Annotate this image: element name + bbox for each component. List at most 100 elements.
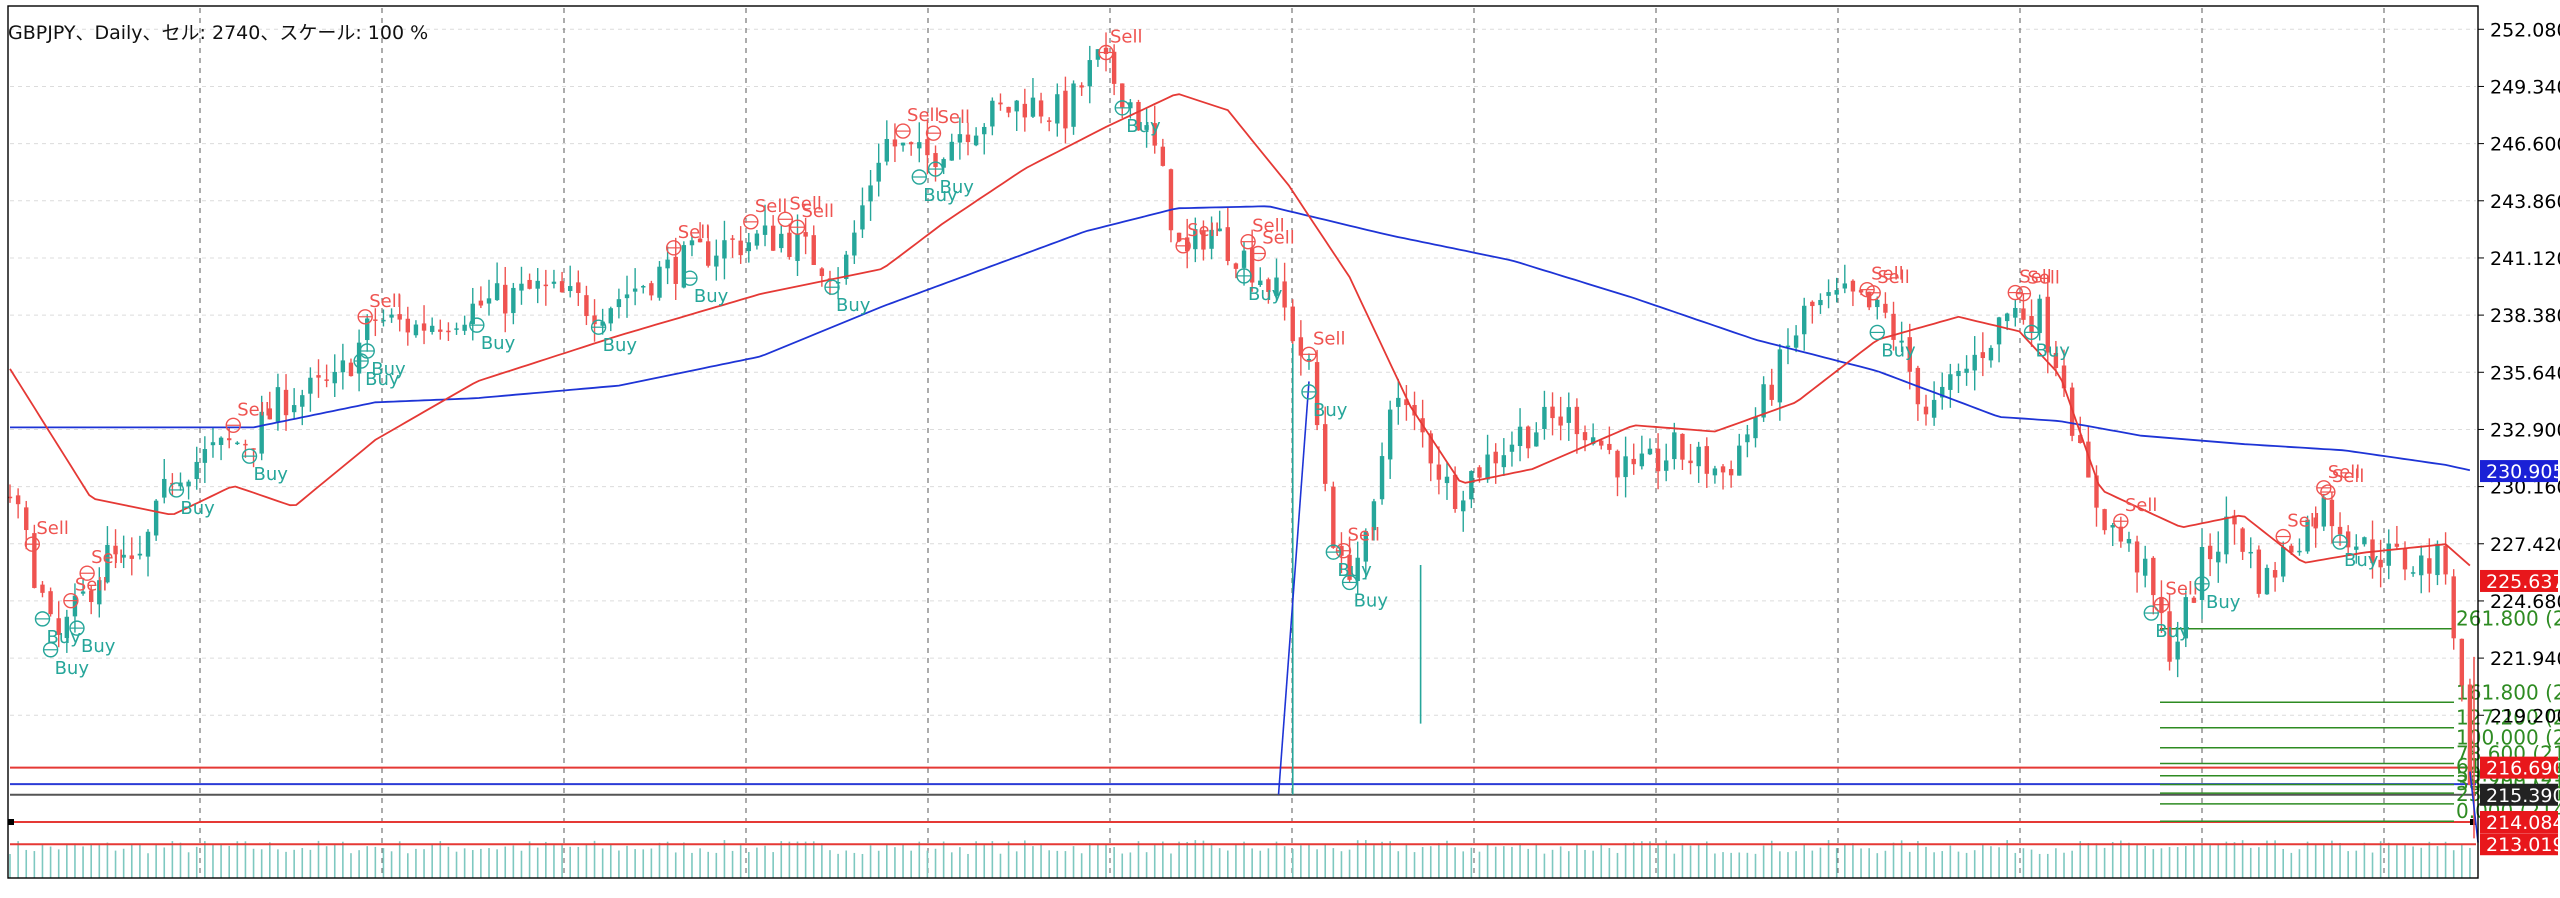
- horizontal-levels[interactable]: [8, 766, 2476, 846]
- candle-body: [2419, 555, 2424, 576]
- candle-body: [2248, 551, 2253, 554]
- candle-body: [1055, 94, 1060, 124]
- candle-body: [1826, 292, 1831, 296]
- candle-body: [2142, 558, 2148, 576]
- candle-body: [494, 283, 500, 301]
- candle-body: [1883, 303, 1888, 313]
- axis-tick-label: 243.860: [2490, 191, 2560, 213]
- candle-body: [900, 142, 906, 146]
- candle-body: [348, 362, 354, 377]
- sell-signal-label: Sell: [2027, 268, 2060, 289]
- candle-body: [1087, 60, 1092, 87]
- candle-body: [998, 102, 1003, 105]
- buy-signal-label: Buy: [55, 658, 90, 679]
- candle-body: [1793, 335, 1799, 348]
- candle-body: [941, 159, 946, 168]
- candle-body: [1298, 337, 1304, 356]
- candle-body: [1249, 247, 1255, 283]
- candle-body: [584, 295, 589, 317]
- candle-body: [2191, 597, 2197, 603]
- candle-body: [632, 288, 638, 292]
- candle-body: [2386, 543, 2391, 566]
- axis-tick-label: 232.900: [2490, 419, 2560, 441]
- candle-body: [1111, 51, 1117, 84]
- chart-frame: [7, 5, 2479, 879]
- candle-body: [1639, 453, 1645, 467]
- candle-body: [527, 279, 532, 289]
- candle-body: [844, 254, 849, 279]
- axis-tick-label: 252.080: [2490, 19, 2560, 41]
- candle-body: [121, 554, 126, 558]
- candle-body: [1258, 280, 1263, 286]
- candle-body: [811, 235, 816, 265]
- candle-body: [1225, 227, 1230, 262]
- candle-body: [97, 580, 102, 605]
- candle-body: [332, 371, 337, 384]
- price-badge: [2480, 460, 2558, 483]
- candle-body: [2313, 517, 2318, 529]
- sell-signal-label: Sell: [1187, 220, 1220, 241]
- candle-body: [762, 225, 768, 235]
- candle-body: [446, 330, 451, 333]
- candle-body: [2183, 597, 2188, 639]
- candle-body: [186, 481, 191, 487]
- candle-body: [1233, 263, 1239, 269]
- candle-body: [365, 318, 370, 341]
- candle-body: [389, 314, 394, 318]
- candle-body: [1866, 291, 1872, 308]
- candle-body: [1964, 368, 1969, 373]
- candle-body: [1331, 486, 1336, 548]
- candle-body: [1136, 101, 1141, 131]
- buy-signal-label: Buy: [2036, 340, 2071, 361]
- candle-body: [2118, 526, 2124, 542]
- candle-body: [1404, 399, 1409, 406]
- candle-body: [88, 590, 94, 603]
- price-badge-label: 214.084: [2486, 812, 2560, 834]
- candle-body: [1728, 468, 1734, 476]
- vertical-grid: [199, 8, 2385, 878]
- candle-body: [1582, 432, 1588, 441]
- sell-signal-label: Sell: [2019, 267, 2052, 288]
- candle-body: [1290, 306, 1295, 342]
- buy-signal-label: Buy: [940, 177, 975, 198]
- candle-body: [1477, 467, 1482, 478]
- candle-body: [24, 507, 29, 531]
- candle-body: [1323, 424, 1328, 484]
- candle-body: [470, 303, 475, 325]
- level-handle-right[interactable]: [2470, 819, 2476, 826]
- axis-tick-label: 230.160: [2490, 477, 2560, 499]
- candle-body: [2321, 497, 2327, 527]
- sell-signal-label: Sell: [755, 196, 788, 217]
- candle-body: [421, 323, 427, 331]
- candle-body: [1972, 354, 1977, 371]
- candle-body: [32, 533, 37, 588]
- candle-body: [1948, 374, 1953, 390]
- candle-body: [1663, 460, 1669, 471]
- buy-signal-label: Buy: [2344, 550, 2379, 571]
- price-axis[interactable]: 252.080 249.340 246.600 243.860 241.120 238.3…: [2478, 19, 2560, 727]
- candle-body: [1655, 448, 1661, 472]
- candle-body: [1850, 280, 1856, 292]
- candle-body: [1996, 317, 2002, 345]
- candle-body: [1412, 404, 1417, 416]
- sell-signal-label: Sell: [1871, 264, 1904, 285]
- candle-body: [2078, 435, 2083, 444]
- sell-signal-label: Sell: [2125, 495, 2158, 516]
- candle-body: [1436, 464, 1442, 480]
- candle-body: [324, 379, 329, 381]
- candle-body: [608, 308, 613, 324]
- candle-body: [730, 238, 735, 240]
- price-badge: [2480, 833, 2558, 856]
- candle-body: [2297, 550, 2302, 553]
- candle-body: [665, 259, 670, 269]
- candle-body: [738, 240, 743, 256]
- candle-body: [543, 284, 549, 287]
- buy-signal-label: Buy: [46, 627, 81, 648]
- candle-body: [2337, 526, 2343, 535]
- candle-body: [1574, 406, 1580, 435]
- level-handle-left[interactable]: [8, 819, 14, 826]
- candle-body: [2240, 528, 2245, 552]
- candle-body: [965, 134, 971, 143]
